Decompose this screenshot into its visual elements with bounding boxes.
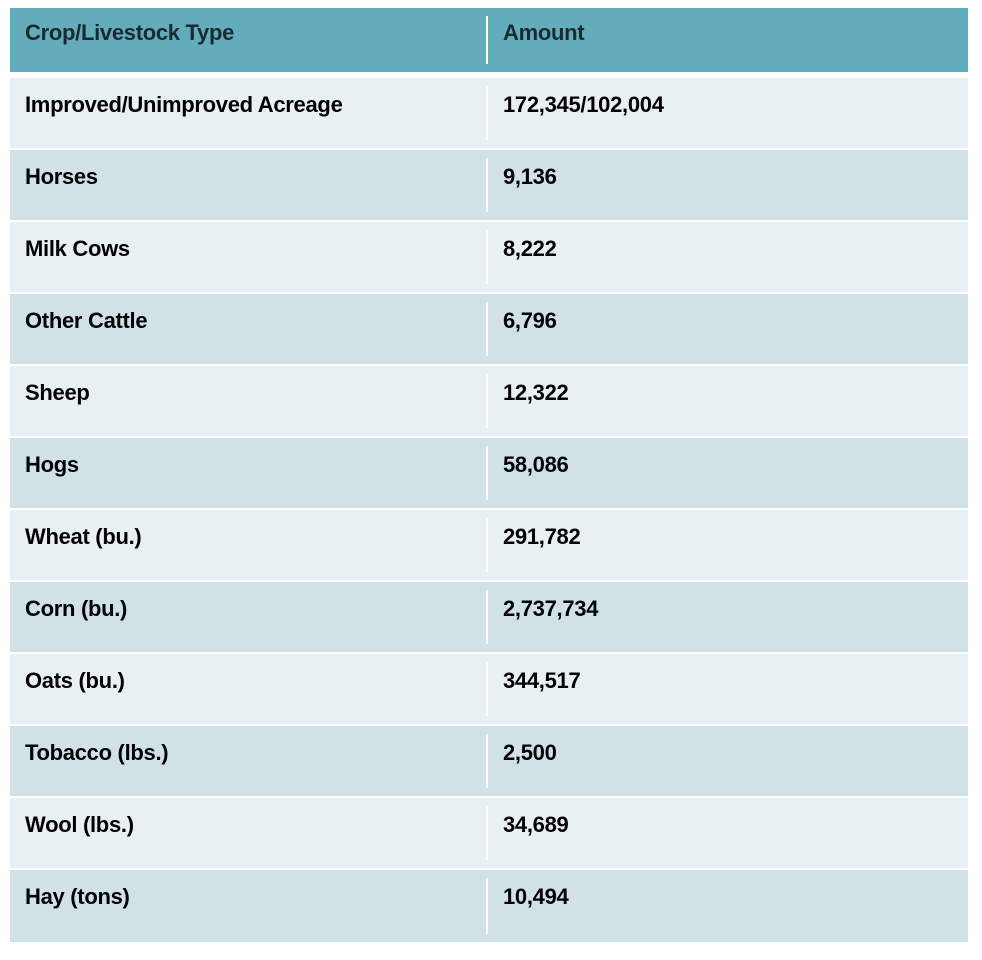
row-type: Corn (bu.) <box>25 596 128 621</box>
column-divider <box>486 590 488 644</box>
row-amount: 8,222 <box>503 236 557 261</box>
table-row: Wheat (bu.) 291,782 <box>10 510 968 582</box>
row-amount: 10,494 <box>503 884 569 909</box>
row-amount: 12,322 <box>503 380 569 405</box>
row-amount: 58,086 <box>503 452 569 477</box>
row-type: Sheep <box>25 380 90 405</box>
table-row: Hogs 58,086 <box>10 438 968 510</box>
row-type: Hay (tons) <box>25 884 130 909</box>
table-row: Wool (lbs.) 34,689 <box>10 798 968 870</box>
column-divider <box>486 662 488 716</box>
row-type: Tobacco (lbs.) <box>25 740 169 765</box>
table-row: Oats (bu.) 344,517 <box>10 654 968 726</box>
row-amount: 172,345/102,004 <box>503 92 664 117</box>
row-amount: 344,517 <box>503 668 581 693</box>
table-body: Improved/Unimproved Acreage 172,345/102,0… <box>10 78 968 942</box>
row-type: Other Cattle <box>25 308 148 333</box>
table-header-row: Crop/Livestock Type Amount <box>10 8 968 78</box>
column-divider <box>486 86 488 140</box>
table-row: Improved/Unimproved Acreage 172,345/102,0… <box>10 78 968 150</box>
column-divider <box>486 16 488 64</box>
row-amount: 2,737,734 <box>503 596 599 621</box>
table-row: Hay (tons) 10,494 <box>10 870 968 942</box>
table-row: Corn (bu.) 2,737,734 <box>10 582 968 654</box>
row-type: Improved/Unimproved Acreage <box>25 92 343 117</box>
column-divider <box>486 446 488 500</box>
column-divider <box>486 734 488 788</box>
header-type: Crop/Livestock Type <box>25 20 235 45</box>
row-amount: 291,782 <box>503 524 581 549</box>
row-amount: 2,500 <box>503 740 557 765</box>
row-amount: 34,689 <box>503 812 569 837</box>
column-divider <box>486 806 488 860</box>
column-divider <box>486 302 488 356</box>
table-row: Milk Cows 8,222 <box>10 222 968 294</box>
column-divider <box>486 518 488 572</box>
column-divider <box>486 878 488 934</box>
row-amount: 9,136 <box>503 164 557 189</box>
row-type: Horses <box>25 164 98 189</box>
header-amount: Amount <box>503 20 585 45</box>
table-row: Other Cattle 6,796 <box>10 294 968 366</box>
table-row: Tobacco (lbs.) 2,500 <box>10 726 968 798</box>
row-amount: 6,796 <box>503 308 557 333</box>
row-type: Wool (lbs.) <box>25 812 134 837</box>
row-type: Milk Cows <box>25 236 130 261</box>
table-row: Sheep 12,322 <box>10 366 968 438</box>
row-type: Hogs <box>25 452 79 477</box>
crop-livestock-table: Crop/Livestock Type Amount Improved/Unim… <box>10 8 968 942</box>
column-divider <box>486 230 488 284</box>
row-type: Wheat (bu.) <box>25 524 142 549</box>
row-type: Oats (bu.) <box>25 668 125 693</box>
column-divider <box>486 158 488 212</box>
column-divider <box>486 374 488 428</box>
table-row: Horses 9,136 <box>10 150 968 222</box>
